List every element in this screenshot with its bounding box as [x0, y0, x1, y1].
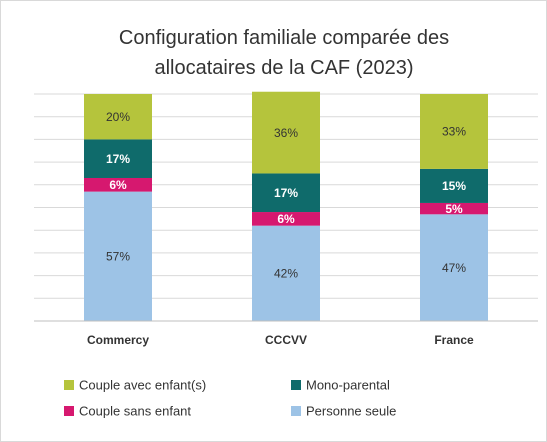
legend-label: Couple sans enfant: [79, 403, 191, 418]
value-label: 47%: [442, 261, 466, 275]
bar-segment: [252, 91, 320, 174]
value-label: 17%: [106, 152, 130, 166]
value-label: 57%: [106, 249, 130, 263]
value-label: 5%: [445, 202, 463, 216]
value-label: 6%: [109, 178, 127, 192]
legend-label: Couple avec enfant(s): [79, 377, 206, 392]
legend-swatch: [291, 380, 301, 390]
legend-label: Mono-parental: [306, 377, 390, 392]
value-label: 20%: [106, 110, 130, 124]
bar-segment: [84, 94, 152, 140]
x-tick-label: Commercy: [87, 333, 149, 347]
bar-segment: [420, 202, 488, 215]
value-label: 6%: [277, 212, 295, 226]
value-label: 36%: [274, 126, 298, 140]
value-label: 17%: [274, 186, 298, 200]
bar-segment: [84, 177, 152, 192]
bar-segment: [420, 94, 488, 169]
legend-label: Personne seule: [306, 403, 396, 418]
bar-segment: [420, 214, 488, 321]
legend-swatch: [64, 406, 74, 416]
value-label: 42%: [274, 267, 298, 281]
legend-swatch: [291, 406, 301, 416]
value-label: 15%: [442, 179, 466, 193]
legend-swatch: [64, 380, 74, 390]
bar-segment: [252, 212, 320, 226]
x-tick-label: CCCVV: [265, 333, 307, 347]
chart-title: Configuration familiale comparée des all…: [118, 27, 450, 79]
bar-segment: [252, 173, 320, 213]
bar-segment: [252, 225, 320, 321]
bar-segment: [420, 168, 488, 203]
bar-segment: [84, 139, 152, 178]
bar-segment: [84, 191, 152, 321]
x-tick-label: France: [434, 333, 474, 347]
value-label: 33%: [442, 125, 466, 139]
